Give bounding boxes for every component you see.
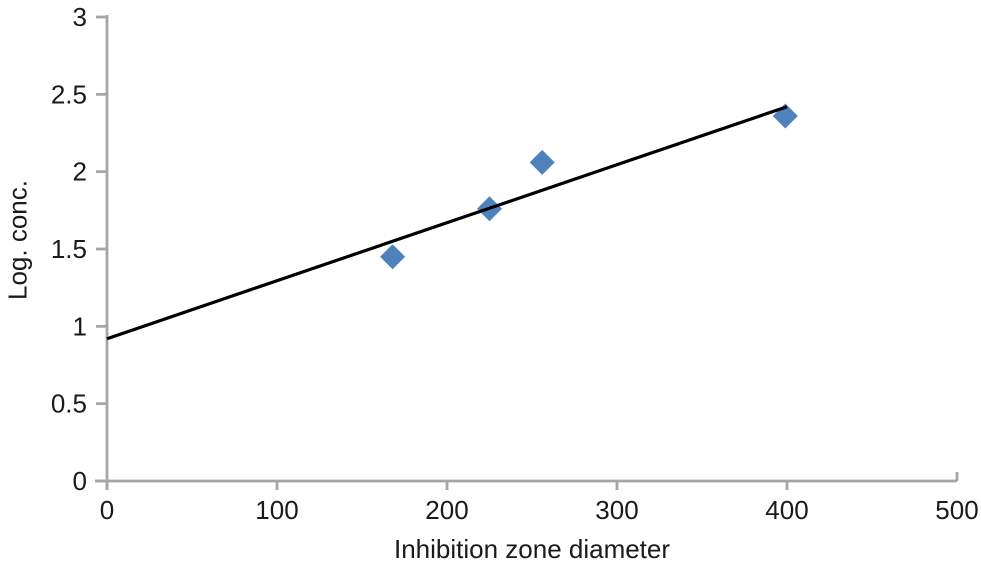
trend-line [106, 105, 788, 341]
x-axis-title: Inhibition zone diameter [393, 534, 671, 564]
data-point [380, 244, 406, 270]
x-tick-label: 100 [255, 495, 298, 525]
y-tick-label: 0 [73, 466, 87, 496]
x-tick-label: 300 [595, 495, 638, 525]
x-tick-label: 400 [765, 495, 808, 525]
y-axis-title: Log. conc. [2, 180, 33, 300]
y-tick-label: 3 [73, 2, 87, 32]
data-point [529, 149, 555, 175]
y-tick-label: 2 [73, 157, 87, 187]
x-tick-label: 500 [935, 495, 978, 525]
x-tick-label: 200 [425, 495, 468, 525]
y-tick-label: 1 [73, 311, 87, 341]
y-tick-label: 0.5 [51, 389, 87, 419]
x-tick-label: 0 [100, 495, 114, 525]
y-tick-label: 1.5 [51, 234, 87, 264]
y-tick-label: 2.5 [51, 79, 87, 109]
